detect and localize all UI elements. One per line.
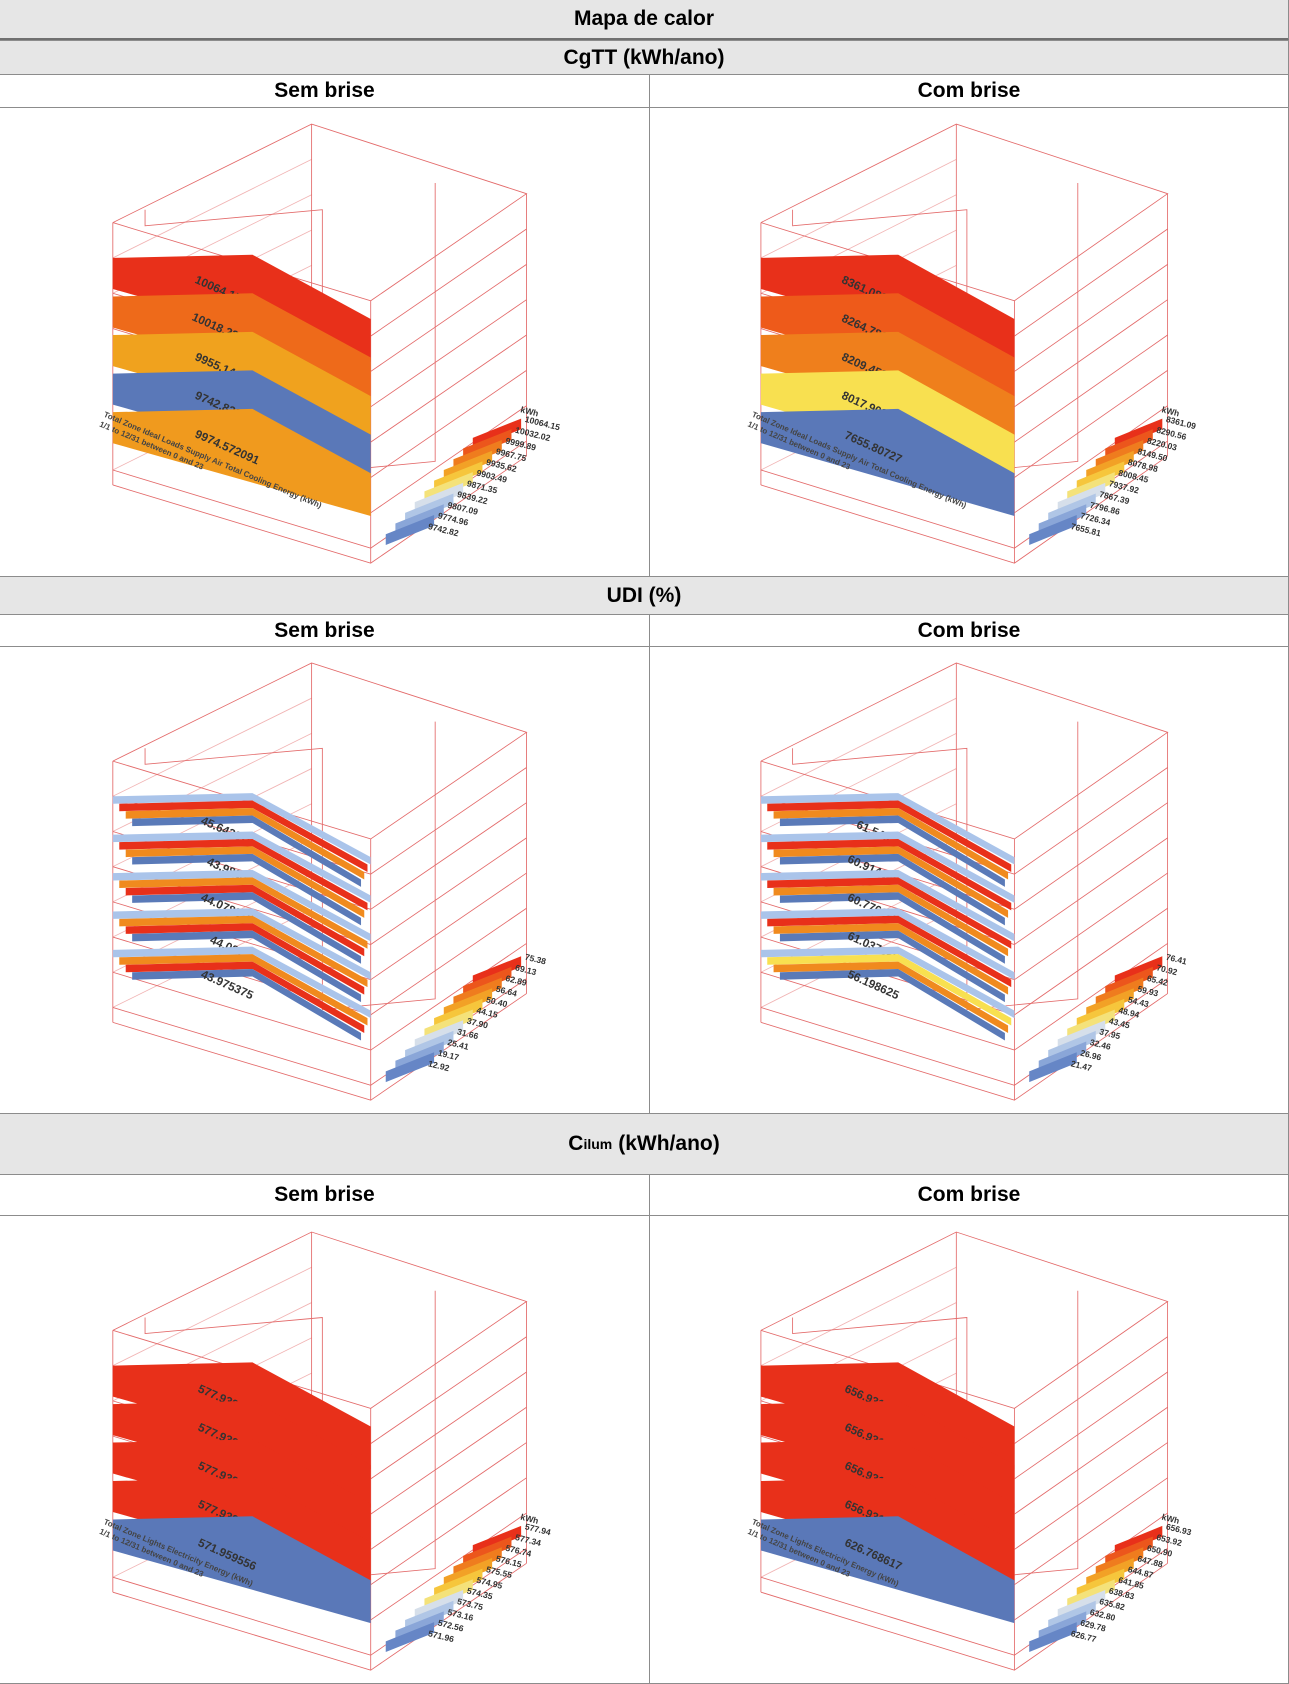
level-line: [761, 159, 956, 258]
legend-unit: kWh: [520, 1512, 540, 1526]
legend-unit: kWh: [1161, 1512, 1181, 1526]
heat-map: 8361.0893528264.7862348209.4592888017.90…: [650, 108, 1288, 576]
heat-map-table: Mapa de calorCgTT (kWh/ano)Sem briseCom …: [0, 0, 1289, 1684]
heat-map: 656.931796656.931796656.931796656.931796…: [650, 1216, 1288, 1683]
legend-unit: kWh: [1161, 404, 1181, 418]
heat-map: 577.939084577.939084577.939084577.939084…: [0, 1216, 649, 1683]
column-header: Sem brise: [0, 74, 650, 108]
symbol: C: [568, 1132, 583, 1156]
legend-unit: kWh: [520, 404, 540, 418]
column-header: Com brise: [649, 74, 1289, 108]
level-line: [113, 1267, 312, 1365]
heat-map: 45.64337543.988544.07887544.08743.975375…: [0, 647, 649, 1113]
unit: (kWh/ano): [618, 1132, 719, 1156]
column-header: Sem brise: [0, 1174, 650, 1216]
column-header: Com brise: [649, 1174, 1289, 1216]
document-title: Mapa de calor: [0, 0, 1289, 41]
legend-label: 21.47: [1070, 1058, 1093, 1073]
section-title: CgTT (kWh/ano): [0, 40, 1289, 75]
section-title: UDI (%): [0, 576, 1289, 615]
heat-map: 10064.1510410018.2312789955.1445679742.8…: [0, 108, 649, 576]
legend-label: 12.92: [427, 1058, 451, 1073]
level-line: [113, 698, 312, 796]
level-line: [761, 1267, 956, 1365]
level-line: [761, 698, 956, 796]
subscript: ilum: [583, 1136, 612, 1152]
column-header: Sem brise: [0, 614, 650, 647]
heat-map: 61.54560.91412560.77612561.03712556.1986…: [650, 647, 1288, 1113]
level-line: [113, 159, 312, 258]
column-header: Com brise: [649, 614, 1289, 647]
